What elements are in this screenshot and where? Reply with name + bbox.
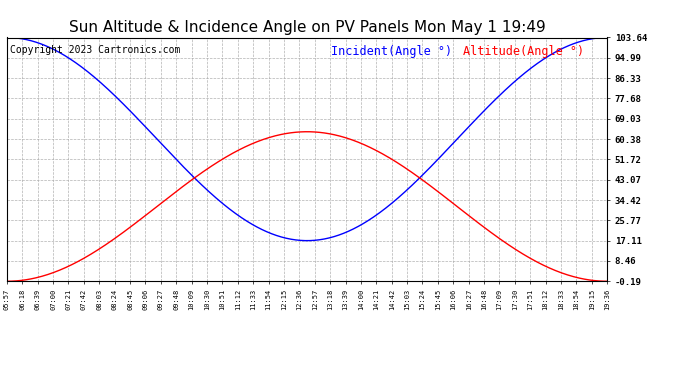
Text: Copyright 2023 Cartronics.com: Copyright 2023 Cartronics.com [10, 45, 180, 55]
Text: Incident(Angle °): Incident(Angle °) [331, 45, 452, 58]
Text: Altitude(Angle °): Altitude(Angle °) [463, 45, 584, 58]
Title: Sun Altitude & Incidence Angle on PV Panels Mon May 1 19:49: Sun Altitude & Incidence Angle on PV Pan… [69, 20, 545, 35]
